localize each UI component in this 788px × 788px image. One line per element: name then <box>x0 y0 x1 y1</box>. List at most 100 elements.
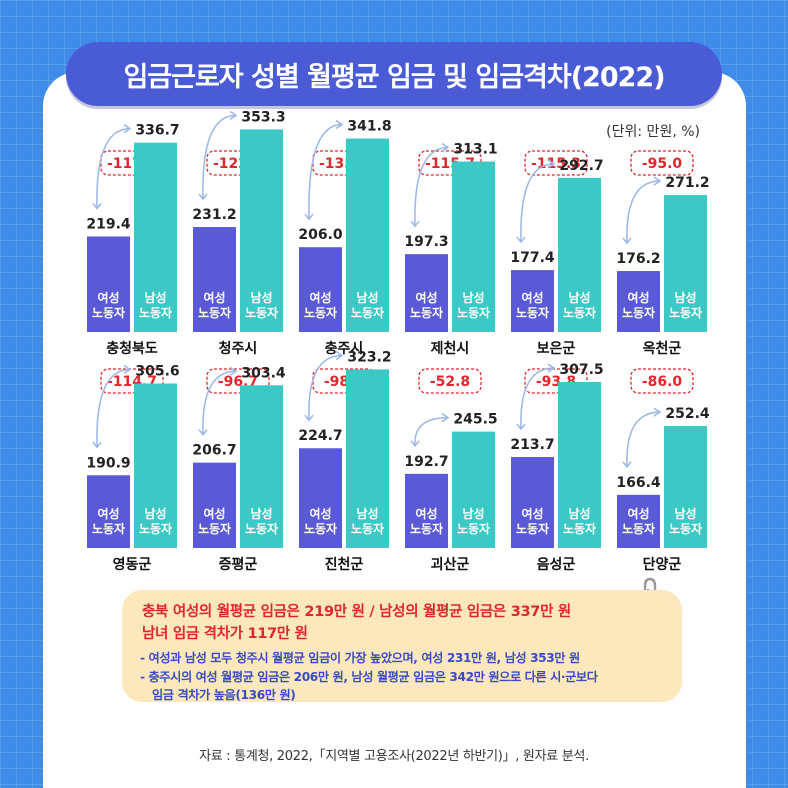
female-bar-label: 노동자 <box>92 521 125 536</box>
male-value: 313.1 <box>453 142 497 158</box>
female-bar-label: 노동자 <box>198 521 231 536</box>
gap-arrow <box>626 411 661 467</box>
female-value: 190.9 <box>86 455 130 471</box>
region-label: 증평군 <box>219 556 258 573</box>
gap-value: -115.3 <box>531 156 581 172</box>
male-bar-label: 남성 <box>356 290 378 305</box>
female-value: 192.7 <box>404 454 448 470</box>
region-label: 제천시 <box>431 341 470 357</box>
arrow-head <box>516 423 526 431</box>
male-bar-label: 남성 <box>356 506 378 521</box>
region-label: 옥천군 <box>643 341 682 357</box>
female-bar <box>511 457 554 548</box>
male-bar-label: 노동자 <box>245 305 278 320</box>
gap-value: -95.0 <box>642 156 683 172</box>
gap-arrow <box>414 146 449 227</box>
female-bar <box>617 494 660 548</box>
arrow-head <box>516 236 526 244</box>
female-bar-label: 노동자 <box>516 521 549 536</box>
note-headline-1: 충북 여성의 월평균 임금은 219만 원 / 남성의 월평균 임금은 337만… <box>142 604 571 620</box>
male-bar-label: 노동자 <box>563 305 596 320</box>
male-bar <box>452 431 495 548</box>
arrow-head <box>410 220 420 228</box>
male-bar-label: 남성 <box>568 290 590 305</box>
male-bar-label: 노동자 <box>457 521 490 536</box>
female-bar <box>87 475 130 548</box>
female-bar <box>511 270 554 332</box>
region-label: 충청북도 <box>106 341 158 357</box>
region-label: 단양군 <box>643 556 682 573</box>
female-value: 177.4 <box>510 250 555 266</box>
female-bar-label: 여성 <box>627 290 649 305</box>
arrow-head <box>304 213 314 221</box>
female-value: 166.4 <box>616 475 661 491</box>
arrow-head <box>198 193 208 201</box>
arrow-head <box>304 414 314 422</box>
male-bar-label: 남성 <box>144 290 166 305</box>
arrow-head <box>123 124 132 134</box>
male-value: 307.5 <box>559 362 603 378</box>
female-bar-label: 노동자 <box>622 305 655 320</box>
male-value: 271.2 <box>665 175 709 191</box>
female-value: 206.7 <box>192 443 236 459</box>
region-label: 음성군 <box>537 557 576 573</box>
female-bar-label: 여성 <box>97 290 119 305</box>
female-bar-label: 여성 <box>203 290 225 305</box>
note-bullet-3: 임금 격차가 높음(136만 원) <box>152 688 296 702</box>
page-title: 임금근로자 성별 월평균 임금 및 임금격차(2022) <box>66 42 722 106</box>
female-bar-label: 노동자 <box>410 521 443 536</box>
female-bar-label: 노동자 <box>304 521 337 536</box>
female-bar <box>299 448 342 548</box>
male-bar-label: 노동자 <box>457 305 490 320</box>
unit-label: (단위: 만원, %) <box>606 124 700 140</box>
female-value: 219.4 <box>86 216 131 232</box>
female-bar-label: 여성 <box>415 506 437 521</box>
female-bar-label: 여성 <box>309 506 331 521</box>
female-bar <box>405 254 448 332</box>
summary-note: 충북 여성의 월평균 임금은 219만 원 / 남성의 월평균 임금은 337만… <box>122 590 682 702</box>
male-bar-label: 남성 <box>250 290 272 305</box>
male-bar-label: 남성 <box>250 506 272 521</box>
female-value: 231.2 <box>192 207 236 223</box>
arrow-head <box>92 441 102 449</box>
male-value: 303.4 <box>241 365 286 381</box>
male-bar-label: 노동자 <box>669 305 702 320</box>
male-bar <box>134 142 177 332</box>
gap-badge <box>630 150 694 176</box>
gap-badge <box>524 150 588 176</box>
male-bar-label: 노동자 <box>351 521 384 536</box>
female-bar-label: 여성 <box>309 290 331 305</box>
arrow-head <box>229 366 238 376</box>
female-value: 206.0 <box>298 227 343 243</box>
female-bar-label: 노동자 <box>622 521 655 536</box>
male-value: 323.2 <box>347 349 391 365</box>
arrow-head <box>198 429 208 436</box>
region-label: 괴산군 <box>431 556 470 573</box>
female-bar <box>193 462 236 548</box>
male-bar-label: 남성 <box>674 290 696 305</box>
male-bar-label: 남성 <box>462 290 484 305</box>
male-bar <box>452 161 495 332</box>
region-label: 충주시 <box>325 341 364 357</box>
note-bullet-1: - 여성과 남성 모두 청주시 월평균 임금이 가장 높았으며, 여성 231만… <box>140 651 580 665</box>
gap-arrow <box>308 123 343 220</box>
gap-arrow <box>626 180 661 244</box>
female-bar-label: 여성 <box>627 506 649 521</box>
female-bar-label: 여성 <box>97 506 119 521</box>
male-value: 353.3 <box>241 109 285 125</box>
female-bar-label: 노동자 <box>516 305 549 320</box>
gap-value: -86.0 <box>642 374 683 390</box>
gap-arrow <box>96 127 131 209</box>
arrow-head <box>335 119 344 130</box>
male-value: 252.4 <box>665 406 710 422</box>
wage-chart: -117.3여성노동자남성노동자219.4336.7충청북도-122.0여성노동… <box>86 109 710 573</box>
arrow-head <box>92 203 102 210</box>
male-bar <box>664 426 707 548</box>
region-label: 청주시 <box>219 341 258 357</box>
male-bar-label: 노동자 <box>351 305 384 320</box>
arrow-head <box>410 440 420 448</box>
male-bar <box>346 138 389 332</box>
gap-arrow <box>308 354 343 421</box>
female-bar <box>299 247 342 332</box>
gap-arrow <box>202 370 237 435</box>
